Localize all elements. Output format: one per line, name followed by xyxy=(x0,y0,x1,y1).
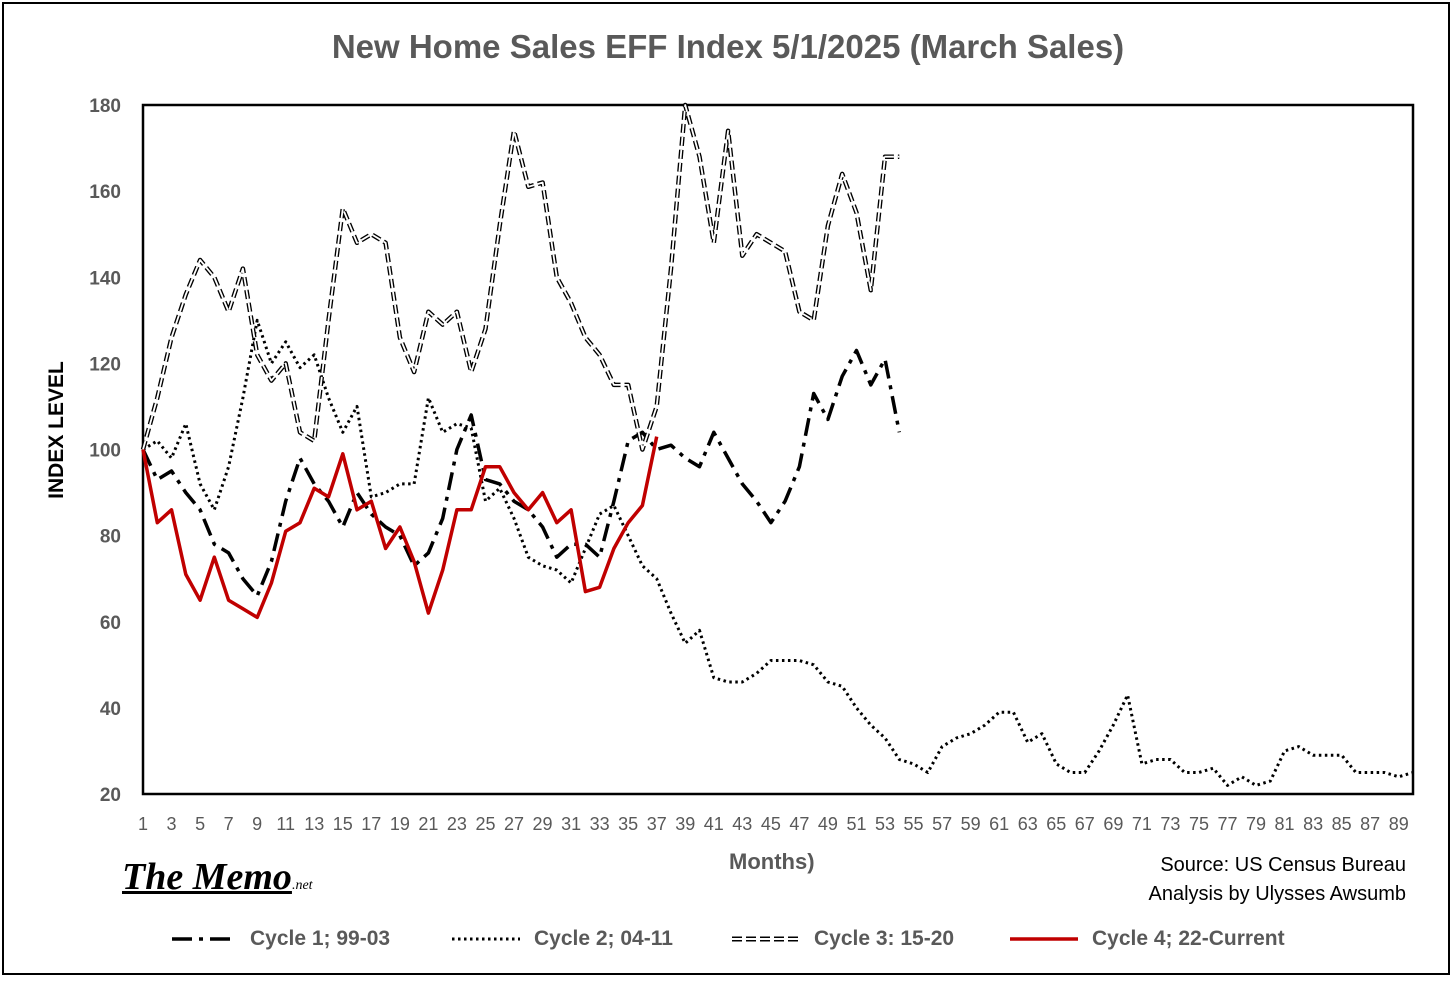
y-tick-label: 40 xyxy=(100,699,121,720)
the-memo-logo: The Memo.net xyxy=(122,855,313,899)
x-tick-label: 29 xyxy=(533,814,553,834)
legend-label-cycle-1: Cycle 1; 99-03 xyxy=(250,927,391,950)
x-tick-label: 47 xyxy=(789,814,809,834)
x-tick-label: 83 xyxy=(1303,814,1323,834)
x-tick-label: 65 xyxy=(1046,814,1066,834)
x-tick-label: 39 xyxy=(675,814,695,834)
x-tick-label: 9 xyxy=(252,814,262,834)
x-tick-label: 17 xyxy=(361,814,381,834)
x-tick-label: 89 xyxy=(1389,814,1409,834)
x-tick-label: 21 xyxy=(418,814,438,834)
y-tick-label: 180 xyxy=(89,96,121,117)
source-note: Source: US Census Bureau Analysis by Uly… xyxy=(1149,851,1407,909)
y-tick-label: 100 xyxy=(89,441,121,462)
x-tick-label: 67 xyxy=(1075,814,1095,834)
chart-title: New Home Sales EFF Index 5/1/2025 (March… xyxy=(331,28,1125,65)
legend-label-cycle-3: Cycle 3: 15-20 xyxy=(814,927,955,950)
x-tick-label: 87 xyxy=(1360,814,1380,834)
legend-swatch-cycle-3 xyxy=(732,936,800,942)
x-tick-label: 55 xyxy=(904,814,924,834)
x-tick-label: 5 xyxy=(195,814,205,834)
x-tick-label: 15 xyxy=(333,814,353,834)
x-tick-label: 1 xyxy=(138,814,148,834)
legend-item-cycle-3: Cycle 3: 15-20 xyxy=(730,924,954,954)
series-lines xyxy=(140,102,1414,787)
x-tick-label: 75 xyxy=(1189,814,1209,834)
y-tick-label: 120 xyxy=(89,354,121,375)
legend-label-cycle-4: Cycle 4; 22-Current xyxy=(1092,927,1285,950)
series-line-cycle-2-04-11 xyxy=(142,318,1414,787)
x-tick-label: 85 xyxy=(1332,814,1352,834)
y-tick-label: 140 xyxy=(89,268,121,289)
x-tick-label: 73 xyxy=(1160,814,1180,834)
x-tick-label: 33 xyxy=(590,814,610,834)
x-tick-label: 77 xyxy=(1217,814,1237,834)
x-tick-label: 41 xyxy=(704,814,724,834)
legend-swatch-cycle-4 xyxy=(1010,937,1078,941)
series-line-cycle-3-15-20-inner xyxy=(142,104,900,451)
logo-main-text: The Memo xyxy=(122,856,292,898)
series-line-cycle-1-99-03 xyxy=(141,348,902,598)
x-tick-labels: 1 3 5 7 9 11 13 15 17 19 21 23 25 27 29 31 33 35 37 39 41 43 4… xyxy=(138,814,1409,834)
y-tick-label: 160 xyxy=(89,182,121,203)
logo-sub-text: .net xyxy=(291,878,313,893)
x-tick-label: 59 xyxy=(961,814,981,834)
y-tick-label: 80 xyxy=(100,527,121,548)
y-tick-label: 60 xyxy=(100,613,121,634)
x-tick-label: 23 xyxy=(447,814,467,834)
x-tick-label: 37 xyxy=(647,814,667,834)
x-tick-label: 13 xyxy=(304,814,324,834)
x-tick-label: 11 xyxy=(276,814,295,834)
x-tick-label: 79 xyxy=(1246,814,1266,834)
x-axis-label: Months) xyxy=(729,849,815,874)
series-line-cycle-4-22-current xyxy=(141,436,659,620)
x-tick-label: 49 xyxy=(818,814,838,834)
x-tick-label: 35 xyxy=(618,814,638,834)
legend-label-cycle-2: Cycle 2; 04-11 xyxy=(534,927,673,950)
legend-item-cycle-1: Cycle 1; 99-03 xyxy=(170,924,390,954)
source-line-2: Analysis by Ulysses Awsumb xyxy=(1148,883,1407,905)
legend-swatch-cycle-1 xyxy=(172,937,236,941)
x-tick-label: 63 xyxy=(1018,814,1038,834)
x-tick-label: 57 xyxy=(932,814,952,834)
x-tick-label: 19 xyxy=(390,814,410,834)
y-tick-labels: 20 40 60 80 100 120 140 160 180 xyxy=(89,96,121,806)
x-tick-label: 69 xyxy=(1103,814,1123,834)
x-tick-label: 43 xyxy=(732,814,752,834)
legend-swatch-cycle-2 xyxy=(452,937,520,941)
x-tick-label: 51 xyxy=(846,814,866,834)
x-tick-label: 7 xyxy=(224,814,234,834)
x-tick-label: 61 xyxy=(989,814,1009,834)
x-tick-label: 27 xyxy=(504,814,524,834)
x-tick-label: 45 xyxy=(761,814,781,834)
x-tick-label: 3 xyxy=(167,814,177,834)
y-tick-label: 20 xyxy=(100,785,121,806)
x-tick-label: 81 xyxy=(1275,814,1295,834)
x-tick-label: 25 xyxy=(475,814,495,834)
legend-item-cycle-2: Cycle 2; 04-11 xyxy=(450,924,673,954)
plot-area xyxy=(141,103,1415,796)
series-line-cycle-3-15-20 xyxy=(140,102,900,452)
legend-item-cycle-4: Cycle 4; 22-Current xyxy=(1008,924,1285,954)
x-tick-label: 71 xyxy=(1132,814,1152,834)
legend: Cycle 1; 99-03 Cycle 2; 04-11 Cycle 3: 1… xyxy=(0,924,1456,954)
x-tick-label: 31 xyxy=(561,814,581,834)
source-line-1: Source: US Census Bureau xyxy=(1160,854,1406,876)
x-tick-label: 53 xyxy=(875,814,895,834)
